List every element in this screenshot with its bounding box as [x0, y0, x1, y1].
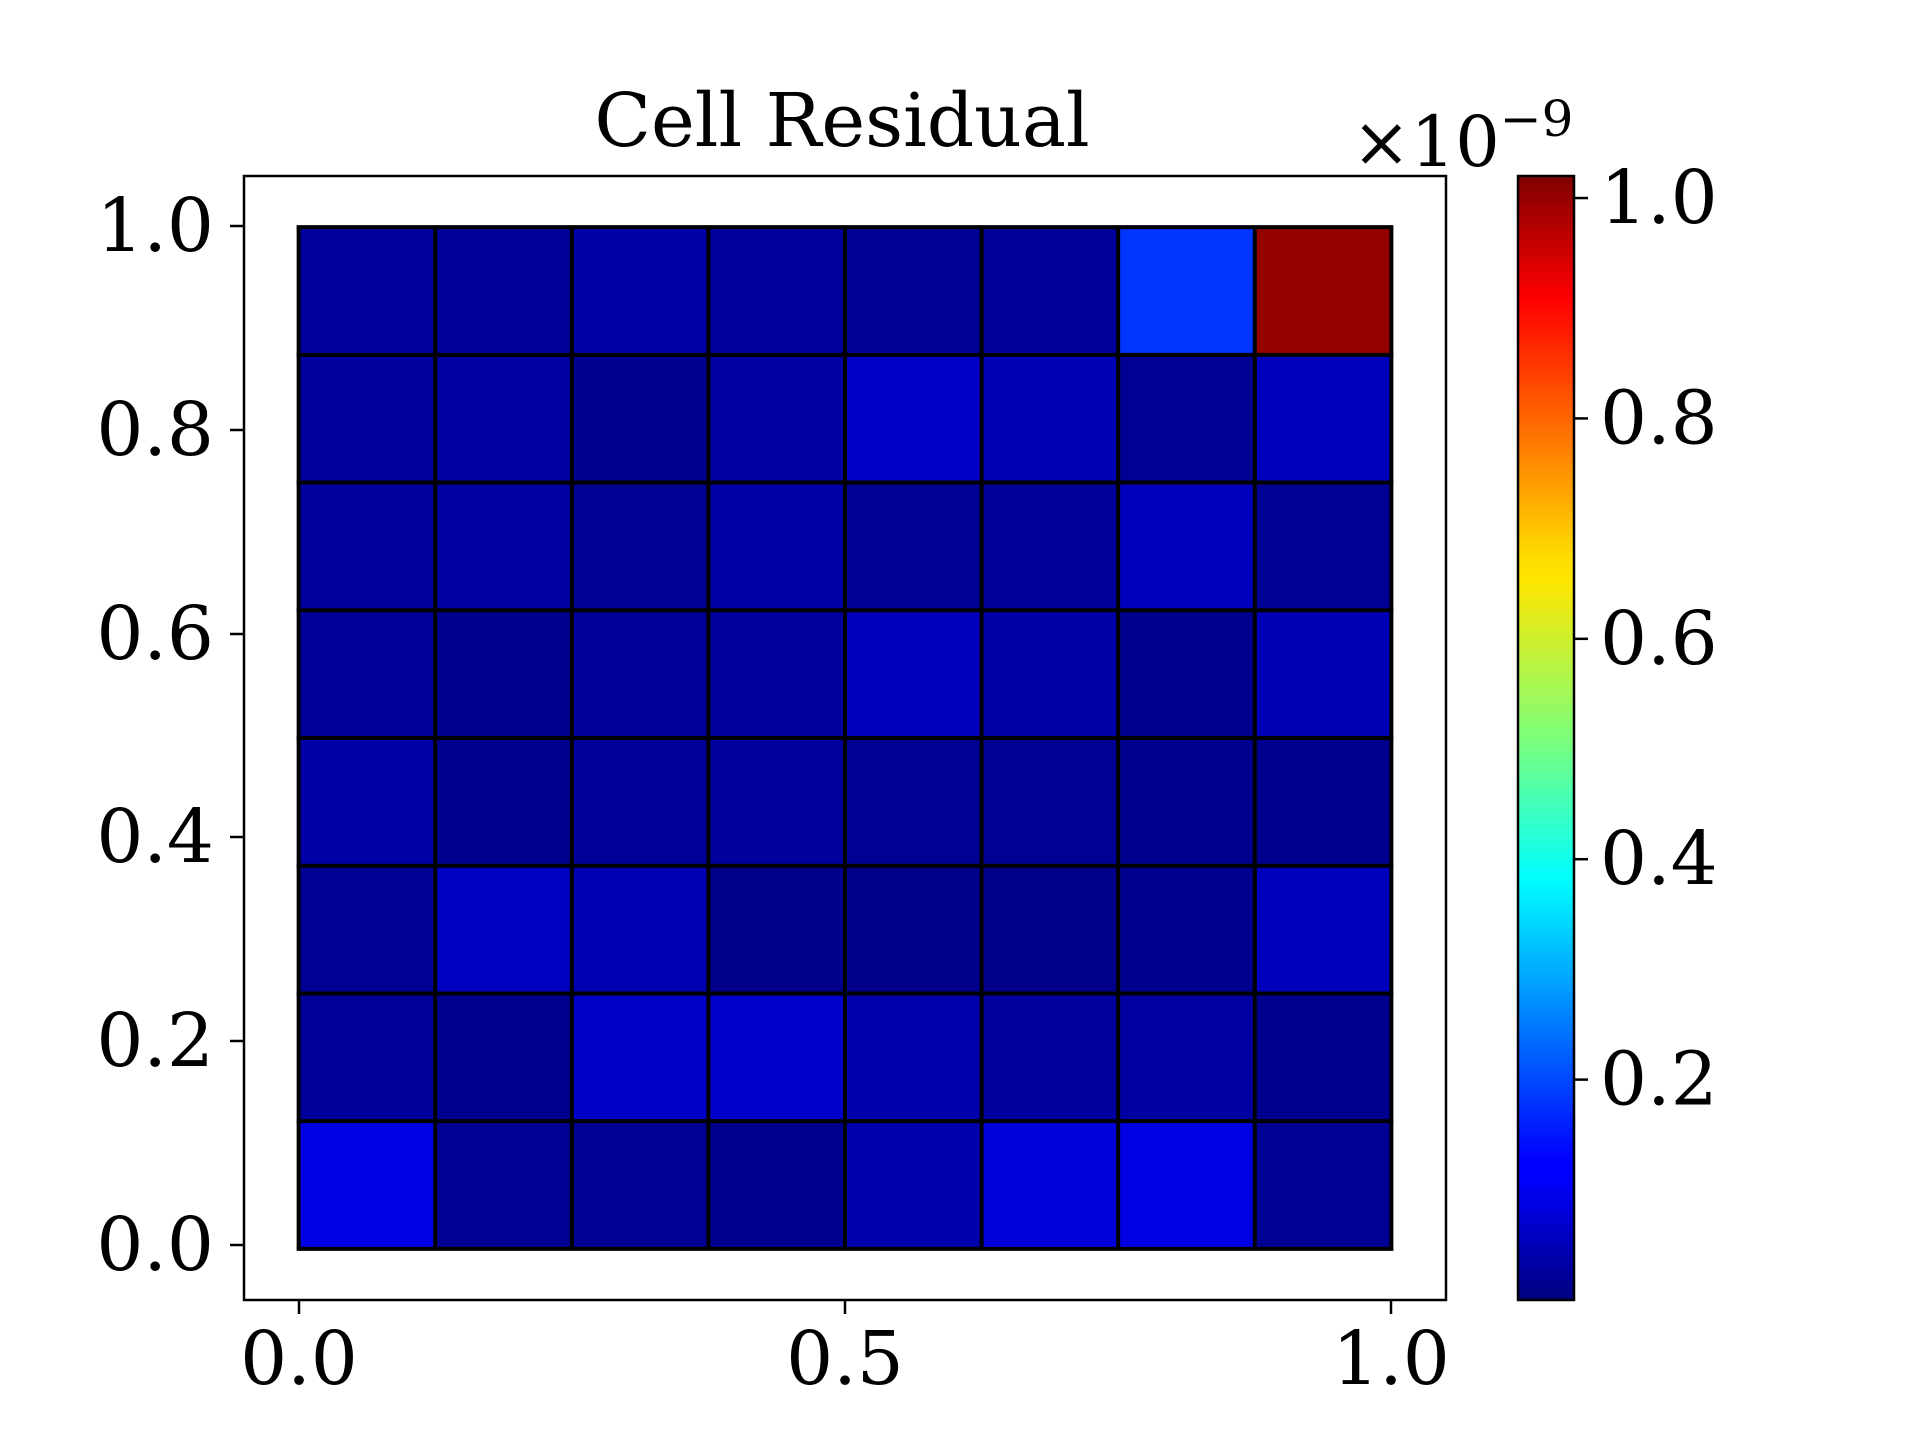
heatmap-cell [845, 993, 982, 1122]
heatmap-cell [708, 865, 845, 994]
heatmap-cell [1118, 738, 1255, 866]
heatmap-cell [298, 482, 436, 611]
y-tick-label: 1.0 [96, 183, 214, 269]
heatmap-cell [981, 1121, 1119, 1249]
heatmap-cell [298, 227, 436, 355]
heatmap-cell [845, 865, 982, 994]
heatmap-cell [1118, 227, 1255, 355]
colorbar-tick-label: 0.2 [1600, 1037, 1718, 1123]
heatmap-cell [1118, 482, 1255, 611]
heatmap-cell [1254, 865, 1392, 994]
heatmap-cell [571, 610, 709, 738]
colorbar: ×10−9 0.2 0.4 0.6 0.8 1.0 [1352, 90, 1718, 1302]
x-tick-label: 0.0 [240, 1316, 358, 1402]
colorbar-scale-exponent: −9 [1500, 90, 1574, 148]
heatmap-cell [981, 993, 1119, 1122]
heatmap-cell [435, 865, 572, 994]
colorbar-scale-label: ×10−9 [1352, 90, 1573, 183]
heatmap-cell [981, 354, 1119, 483]
y-tick-label: 0.6 [96, 591, 214, 677]
heatmap-cell [435, 610, 572, 738]
heatmap-cell [435, 354, 572, 483]
heatmap-cell [981, 865, 1119, 994]
chart-title: Cell Residual [594, 78, 1089, 164]
heatmap-cell [571, 1121, 709, 1249]
heatmap-cell [1254, 227, 1392, 355]
heatmap-cell [845, 482, 982, 611]
heatmap-cell [571, 354, 709, 483]
heatmap-cell [571, 482, 709, 611]
heatmap-cell [1254, 482, 1392, 611]
heatmap-cell [708, 1121, 845, 1249]
heatmap-cell [708, 738, 845, 866]
heatmap-cell [298, 1121, 436, 1249]
heatmap-cell [845, 1121, 982, 1249]
colorbar-tick-label: 0.6 [1600, 596, 1718, 682]
colorbar-tick-label: 0.8 [1600, 375, 1718, 461]
heatmap-cell [298, 610, 436, 738]
heatmap-cell [1118, 354, 1255, 483]
heatmap-cell [571, 227, 709, 355]
colorbar-scale-base: ×10 [1352, 101, 1500, 183]
y-axis: 0.0 0.2 0.4 0.6 0.8 1.0 [96, 183, 244, 1288]
y-tick-label: 0.0 [96, 1202, 214, 1288]
heatmap-cell [435, 482, 572, 611]
heatmap-cell [435, 227, 572, 355]
heatmap-cell [1254, 610, 1392, 738]
cell-borders [296, 225, 1394, 1251]
heatmap-cell [1118, 610, 1255, 738]
heatmap-cell [708, 227, 845, 355]
heatmap-cell [571, 865, 709, 994]
heatmap-cell [435, 1121, 572, 1249]
colorbar-tick-label: 1.0 [1600, 155, 1718, 241]
heatmap-cell [1254, 738, 1392, 866]
heatmap-cell [708, 610, 845, 738]
heatmap-cell [1254, 1121, 1392, 1249]
y-tick-label: 0.8 [96, 387, 214, 473]
heatmap-cell [981, 482, 1119, 611]
heatmap-cell [708, 482, 845, 611]
heatmap-cell [981, 738, 1119, 866]
heatmap-cell [298, 993, 436, 1122]
heatmap-cell [298, 865, 436, 994]
heatmap-cell [845, 354, 982, 483]
heatmap-cells [298, 227, 1392, 1249]
heatmap-cell [1254, 354, 1392, 483]
heatmap-cell [1118, 1121, 1255, 1249]
heatmap-cell [981, 227, 1119, 355]
colorbar-gradient [1516, 174, 1576, 1302]
colorbar-ticks: 0.2 0.4 0.6 0.8 1.0 [1574, 155, 1718, 1123]
heatmap-cell [708, 354, 845, 483]
heatmap-cell [571, 993, 709, 1122]
colorbar-tick-label: 0.4 [1600, 816, 1718, 902]
x-axis: 0.0 0.5 1.0 [240, 1300, 1450, 1402]
y-tick-label: 0.4 [96, 794, 214, 880]
x-tick-label: 1.0 [1332, 1316, 1450, 1402]
heatmap-cell [845, 738, 982, 866]
heatmap-cell [571, 738, 709, 866]
x-tick-label: 0.5 [786, 1316, 904, 1402]
y-tick-label: 0.2 [96, 998, 214, 1084]
heatmap-cell [845, 227, 982, 355]
heatmap-cell [1118, 865, 1255, 994]
heatmap-cell [708, 993, 845, 1122]
heatmap-cell [1118, 993, 1255, 1122]
heatmap-cell [435, 738, 572, 866]
heatmap-cell [1254, 993, 1392, 1122]
heatmap-cell [981, 610, 1119, 738]
heatmap-cell [845, 610, 982, 738]
heatmap-cell [298, 354, 436, 483]
heatmap-cell [435, 993, 572, 1122]
heatmap-cell [298, 738, 436, 866]
